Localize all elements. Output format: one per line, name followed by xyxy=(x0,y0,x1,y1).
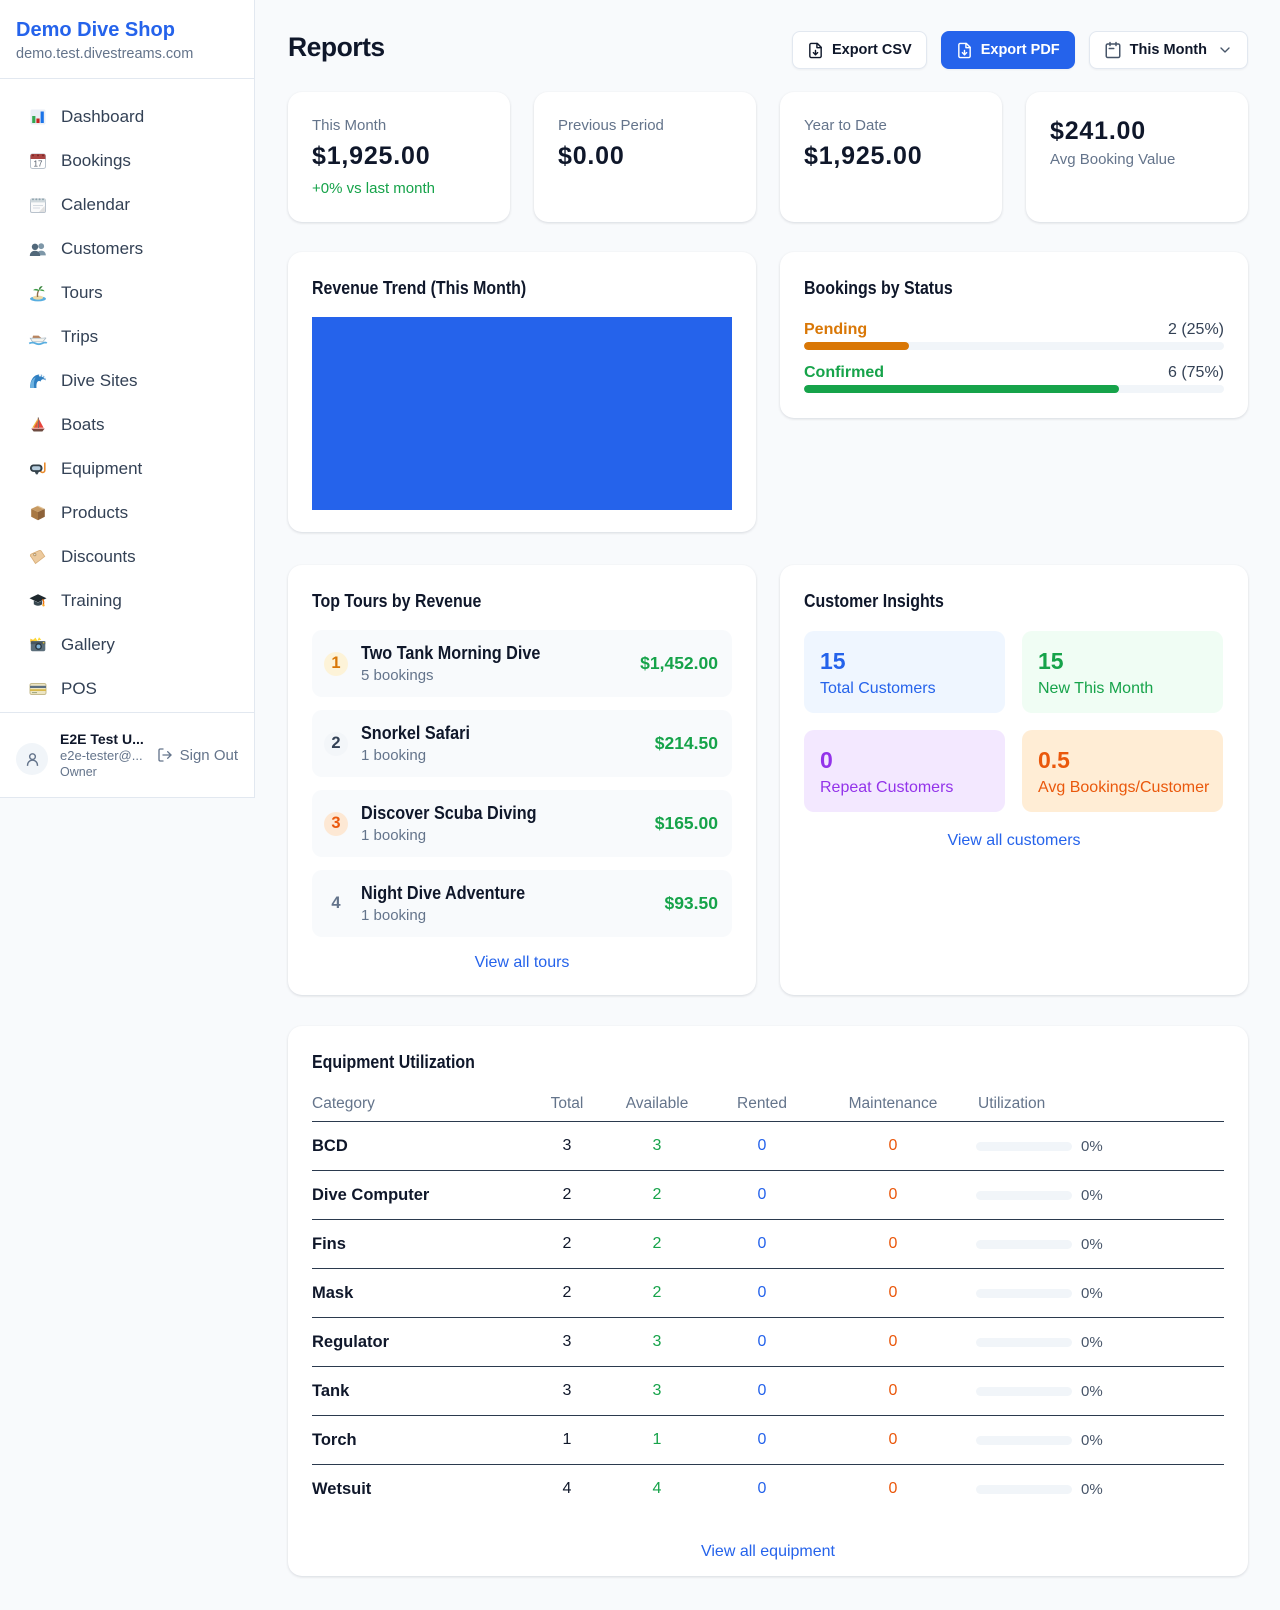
svg-text:17: 17 xyxy=(34,160,43,169)
